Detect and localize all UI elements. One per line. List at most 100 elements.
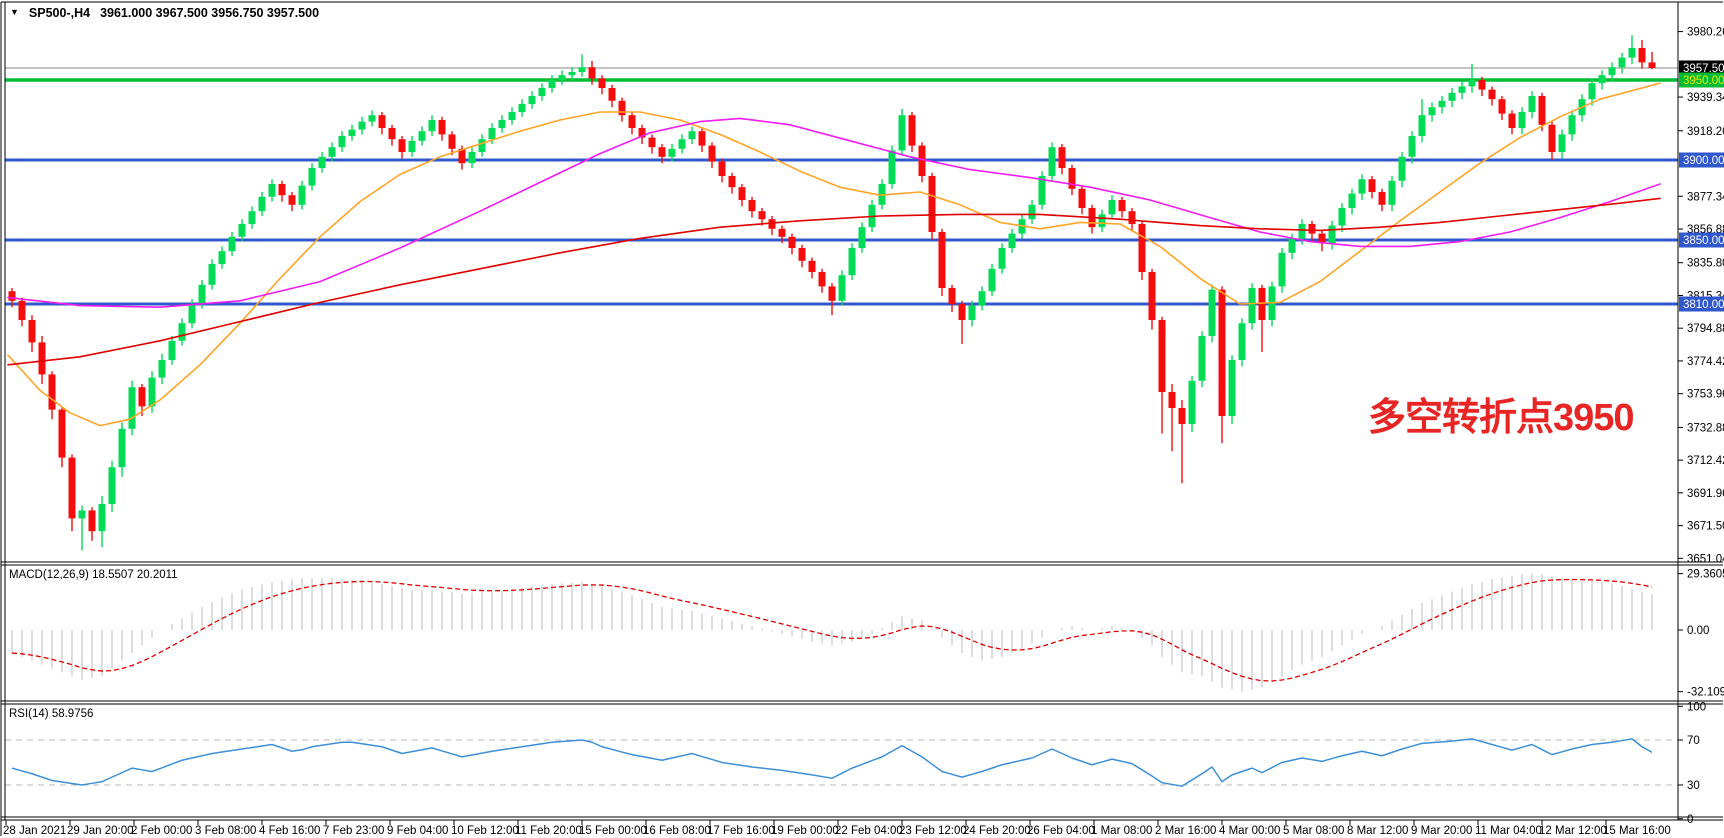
axis-tick-label: 30 (1687, 780, 1700, 792)
time-tick-label: 24 Feb 20:00 (963, 825, 1031, 837)
candle-body-down (1538, 96, 1546, 125)
candle-body-up (688, 131, 696, 140)
candle-body-up (898, 115, 906, 151)
axis-tick-label: 3691.960 (1687, 488, 1724, 500)
candle-body-down (448, 134, 456, 149)
candle-body-up (118, 428, 126, 468)
candle-body-down (138, 387, 146, 407)
candle-body-up (508, 112, 516, 120)
time-tick-label: 17 Feb 16:00 (707, 825, 775, 837)
axis-tick-label: 3835.800 (1687, 258, 1724, 270)
candle-body-down (818, 272, 826, 287)
candle-body-up (1388, 180, 1396, 205)
candle-body-up (1528, 96, 1536, 112)
candle-body-up (1398, 156, 1406, 181)
axis-tick-label: 3671.500 (1687, 521, 1724, 533)
candle-body-down (1498, 99, 1506, 114)
candle-body-up (478, 139, 486, 152)
candle-body-up (498, 120, 506, 128)
candle-body-up (978, 291, 986, 306)
time-tick-label: 3 Feb 08:00 (195, 825, 256, 837)
candle-body-down (458, 148, 466, 164)
time-tick-label: 2 Mar 16:00 (1155, 825, 1216, 837)
candle-body-up (998, 248, 1006, 269)
axis-tick-label: 3877.340 (1687, 191, 1724, 203)
candle-body-down (948, 288, 956, 304)
level-3810-badge-label: 3810.000 (1683, 299, 1724, 311)
candle-body-up (408, 140, 416, 152)
axis-tick-label: 3651.040 (1687, 553, 1724, 565)
candle-body-up (1238, 323, 1246, 360)
candle-body-down (938, 232, 946, 288)
axis-tick-label: 3918.260 (1687, 126, 1724, 138)
time-tick-label: 29 Jan 20:00 (67, 825, 134, 837)
candle-body-down (1078, 188, 1086, 208)
candle-body-down (738, 187, 746, 200)
price-axis[interactable]: 3980.2603939.3403918.2603877.3403856.880… (1678, 27, 1724, 826)
candle-body-down (708, 145, 716, 162)
candle-body-up (1348, 193, 1356, 208)
candle-body-up (518, 104, 526, 112)
candle-body-up (1418, 115, 1426, 136)
candle-body-down (1638, 48, 1646, 63)
candle-body-down (778, 228, 786, 237)
candle-body-up (198, 284, 206, 304)
candle-body-up (268, 184, 276, 197)
candle-body-up (1228, 360, 1236, 416)
candle-body-up (128, 387, 136, 429)
ma-line-ma-magenta (7, 117, 1661, 309)
candle-body-up (838, 275, 846, 301)
candle-body-down (1258, 288, 1266, 320)
chart-collapse-icon[interactable]: ▼ (10, 7, 19, 17)
time-tick-label: 4 Feb 16:00 (259, 825, 320, 837)
candle-body-down (388, 128, 396, 140)
candle-body-down (608, 88, 616, 101)
candle-body-up (1428, 107, 1436, 116)
candle-body-up (1608, 67, 1616, 76)
candle-body-up (1338, 208, 1346, 226)
candle-body-down (18, 300, 26, 320)
candle-body-up (1328, 225, 1336, 244)
time-tick-label: 5 Mar 08:00 (1283, 825, 1344, 837)
time-tick-label: 19 Feb 00:00 (771, 825, 839, 837)
level-3950-badge (1679, 72, 1724, 88)
candle-body-down (1128, 211, 1136, 224)
rsi-indicator-label: RSI(14) 58.9756 (9, 708, 94, 720)
candle-body-up (558, 75, 566, 80)
axis-tick-label: 100 (1687, 701, 1706, 713)
candle-body-up (1028, 204, 1036, 220)
candle-body-down (58, 409, 66, 458)
candle-body-up (1588, 83, 1596, 100)
rsi-pane-canvas[interactable] (5, 705, 1678, 816)
candle-body-down (38, 342, 46, 375)
bid-price-badge-label: 3957.500 (1683, 63, 1724, 75)
candle-body-down (1168, 392, 1176, 408)
candle-body-up (368, 115, 376, 122)
candle-body-down (638, 128, 646, 138)
candle-body-up (178, 323, 186, 341)
time-axis[interactable]: 28 Jan 2021 29 Jan 20:002 Feb 00:00 3 Feb … (3, 820, 1671, 837)
candle-body-up (1358, 179, 1366, 194)
candle-body-down (758, 211, 766, 220)
candle-body-up (1008, 233, 1016, 248)
candle-body-down (658, 147, 666, 157)
time-tick-label: 26 Feb 04:00 (1027, 825, 1095, 837)
candle-body-up (1108, 200, 1116, 215)
candle-body-down (1058, 147, 1066, 168)
symbol-timeframe-label: SP500-,H4 (28, 6, 91, 20)
candle-body-up (1188, 380, 1196, 424)
candle-body-up (1248, 288, 1256, 324)
level-3900-badge-label: 3900.000 (1683, 155, 1724, 167)
candle-body-down (1308, 224, 1316, 234)
candle-body-up (1208, 289, 1216, 336)
candle-body-up (318, 156, 326, 168)
candle-body-up (338, 136, 346, 148)
candle-body-up (568, 72, 576, 76)
candle-body-up (78, 510, 86, 519)
candle-body-up (108, 467, 116, 504)
chart-text-annotation[interactable]: 多空转折点3950 (1368, 397, 1635, 439)
macd-indicator-label: MACD(12,26,9) 18.5507 20.2011 (9, 569, 178, 581)
ma-line-ma-red (7, 197, 1661, 366)
